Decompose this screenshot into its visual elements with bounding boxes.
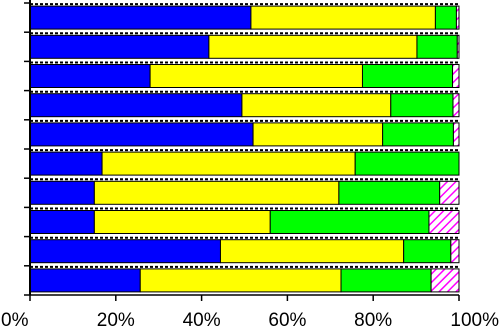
bar-segment-row1-series4 <box>455 5 460 30</box>
bar-segment-row10-series4 <box>430 268 460 293</box>
bar-segment-row2-series1 <box>29 34 210 59</box>
bar-segment-row2-series4 <box>456 34 460 59</box>
bar-segment-row5-series1 <box>29 122 254 147</box>
axes <box>24 0 460 301</box>
x-tick-label: 0% <box>1 310 29 331</box>
bar-segment-row5-series2 <box>252 122 384 147</box>
bar-segment-row8-series1 <box>29 210 95 234</box>
x-tick-label: 20% <box>97 310 135 331</box>
bar-segment-row7-series3 <box>338 180 441 205</box>
x-tick-label: 80% <box>354 310 392 331</box>
bar-segment-row1-series1 <box>29 5 252 30</box>
bar-segment-row4-series1 <box>29 93 243 118</box>
bar-segment-row4-series3 <box>390 93 454 118</box>
bar-segment-row2-series2 <box>208 34 418 59</box>
bar-segment-row2-series3 <box>416 34 458 59</box>
x-tick-label: 60% <box>268 310 306 331</box>
bar-segment-row10-series1 <box>29 268 141 293</box>
bar-segment-row9-series3 <box>403 239 452 264</box>
bar-segments <box>29 3 460 293</box>
bar-segment-row8-series4 <box>428 210 460 234</box>
bar-segment-row7-series1 <box>29 180 95 205</box>
bar-segment-row6-series1 <box>29 151 103 176</box>
bar-segment-row5-series4 <box>452 122 460 147</box>
bar-segment-row9-series4 <box>450 239 460 264</box>
bar-segment-row3-series2 <box>149 64 363 88</box>
bar-segment-row5-series3 <box>382 122 454 147</box>
x-tick-label: 100% <box>450 310 499 331</box>
bar-segment-row4-series2 <box>241 93 392 118</box>
bar-segment-row8-series3 <box>269 210 430 234</box>
bar-segment-row9-series2 <box>219 239 405 264</box>
bar-segment-row4-series4 <box>452 93 460 118</box>
bar-segment-row8-series2 <box>93 210 271 234</box>
x-tick-label: 40% <box>183 310 221 331</box>
bar-segment-row10-series3 <box>340 268 432 293</box>
bar-segment-row3-series4 <box>452 64 460 88</box>
bar-segment-row9-series1 <box>29 239 221 264</box>
bar-segment-row1-series2 <box>250 5 436 30</box>
bar-segment-row6-series3 <box>354 151 460 176</box>
bar-segment-row1-series3 <box>434 5 457 30</box>
bar-segment-row3-series1 <box>29 64 151 88</box>
bar-segment-row7-series4 <box>439 180 460 205</box>
bar-segment-row6-series2 <box>101 151 356 176</box>
bar-segment-row10-series2 <box>139 268 342 293</box>
x-tick-labels: 0% 20% 40% 60% 80% 100% <box>1 310 499 331</box>
bar-segment-row3-series3 <box>361 64 454 88</box>
bar-segment-row7-series2 <box>93 180 340 205</box>
